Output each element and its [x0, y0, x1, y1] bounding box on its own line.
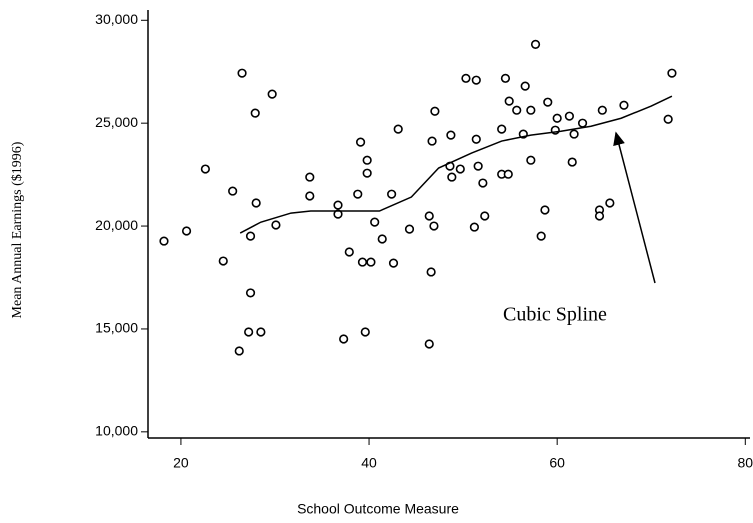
point — [605, 198, 615, 208]
point — [404, 224, 415, 234]
point — [536, 231, 546, 241]
point — [461, 73, 471, 83]
point — [267, 89, 277, 99]
point — [218, 256, 228, 266]
point — [426, 267, 436, 277]
point — [271, 220, 281, 230]
point — [429, 221, 439, 231]
point — [424, 339, 434, 349]
point — [234, 346, 244, 356]
point — [446, 130, 456, 140]
point — [305, 172, 315, 182]
x-axis-label: School Outcome Measure — [297, 501, 459, 517]
point — [244, 327, 254, 337]
x-tick-label: 60 — [549, 455, 565, 471]
point — [370, 217, 380, 227]
point — [362, 168, 372, 178]
point — [357, 257, 368, 267]
point — [430, 106, 440, 116]
point — [159, 236, 169, 246]
point — [447, 172, 457, 182]
point — [530, 39, 541, 49]
point — [512, 105, 522, 115]
y-axis-label: Mean Annual Earnings ($1996) — [10, 141, 25, 318]
point — [520, 81, 530, 91]
point — [344, 247, 354, 257]
point — [526, 105, 536, 115]
point — [526, 155, 536, 165]
point — [564, 111, 575, 121]
point — [200, 164, 210, 174]
point — [339, 334, 349, 344]
point — [353, 189, 363, 199]
point — [597, 105, 607, 115]
point — [393, 124, 403, 134]
point — [305, 191, 315, 201]
point — [360, 327, 370, 337]
point — [355, 137, 366, 147]
point — [181, 226, 192, 236]
point — [424, 211, 434, 221]
point — [569, 129, 579, 139]
point — [471, 75, 481, 85]
x-tick-label: 80 — [738, 455, 753, 471]
point — [256, 327, 266, 337]
point — [251, 198, 261, 208]
spline-line — [239, 95, 673, 234]
point — [663, 114, 673, 124]
point — [469, 222, 479, 232]
point — [552, 113, 562, 123]
y-tick-label: 30,000 — [95, 11, 138, 27]
point — [577, 118, 588, 128]
point — [427, 136, 437, 146]
point — [245, 288, 256, 298]
y-tick-label: 20,000 — [95, 217, 138, 233]
point — [250, 108, 260, 118]
point — [540, 205, 550, 215]
point — [245, 231, 256, 241]
y-tick-label: 10,000 — [95, 423, 138, 439]
point — [471, 134, 481, 144]
point — [594, 211, 605, 221]
y-tick-label: 25,000 — [95, 114, 138, 130]
point — [377, 234, 387, 244]
point — [228, 186, 238, 196]
point — [497, 124, 507, 134]
point — [388, 258, 399, 268]
annotation-arrow — [613, 131, 656, 284]
point — [500, 73, 511, 83]
point — [619, 100, 629, 110]
point — [543, 97, 553, 107]
point — [478, 178, 488, 188]
point — [473, 161, 483, 171]
point — [366, 257, 376, 267]
point — [504, 96, 514, 106]
point — [362, 155, 372, 165]
x-tick-label: 40 — [361, 455, 377, 471]
point — [503, 169, 513, 179]
point — [480, 211, 490, 221]
point — [567, 157, 577, 167]
point — [237, 68, 247, 78]
point — [387, 189, 397, 199]
y-tick-label: 15,000 — [95, 320, 138, 336]
point — [333, 200, 343, 210]
point — [667, 68, 677, 78]
x-tick-label: 20 — [173, 455, 189, 471]
annotation: Cubic Spline — [503, 304, 607, 326]
point — [455, 164, 465, 174]
